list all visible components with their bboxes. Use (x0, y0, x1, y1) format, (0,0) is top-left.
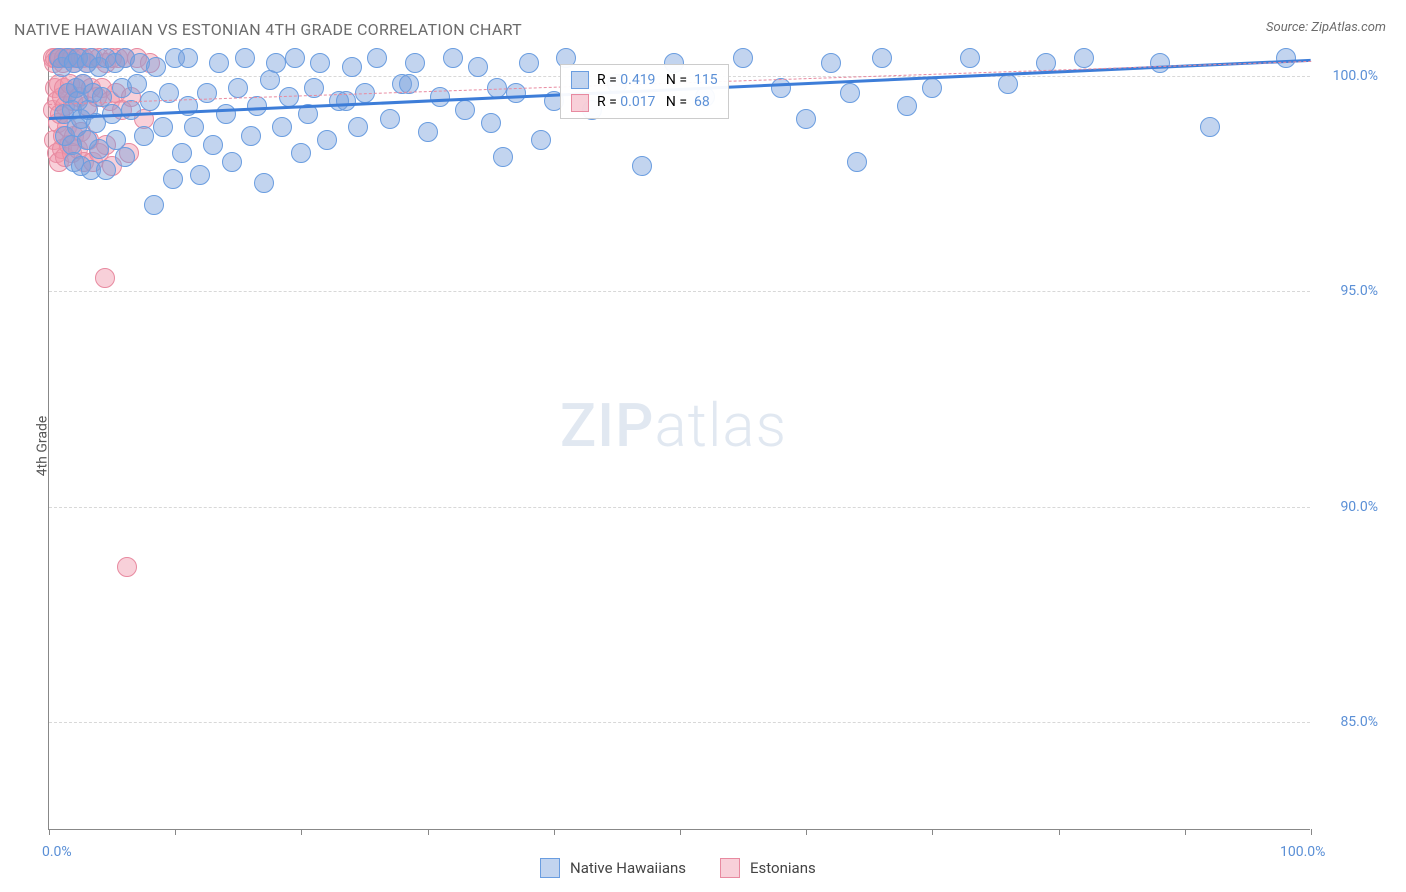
y-tick-label: 90.0% (1318, 499, 1378, 515)
x-tick (428, 829, 429, 835)
scatter-point (733, 48, 753, 68)
scatter-point (216, 104, 236, 124)
scatter-point (127, 74, 147, 94)
x-tick (680, 829, 681, 835)
scatter-point (348, 117, 368, 137)
scatter-point (922, 78, 942, 98)
scatter-point (531, 130, 551, 150)
x-tick (1059, 829, 1060, 835)
scatter-point (203, 135, 223, 155)
legend-swatch (571, 71, 589, 89)
scatter-point (847, 152, 867, 172)
scatter-point (872, 48, 892, 68)
scatter-point (998, 74, 1018, 94)
scatter-point (209, 53, 229, 73)
x-tick (301, 829, 302, 835)
scatter-point (241, 126, 261, 146)
scatter-point (163, 169, 183, 189)
scatter-point (172, 143, 192, 163)
x-tick (175, 829, 176, 835)
plot-area: 85.0%90.0%95.0%100.0% (48, 54, 1310, 830)
scatter-point (796, 109, 816, 129)
x-tick (1311, 829, 1312, 835)
scatter-point (632, 156, 652, 176)
y-tick-label: 85.0% (1318, 714, 1378, 730)
legend-label: Estonians (750, 859, 816, 877)
scatter-point (468, 57, 488, 77)
scatter-point (418, 122, 438, 142)
scatter-point (506, 83, 526, 103)
legend-swatch (571, 94, 589, 112)
scatter-point (317, 130, 337, 150)
legend-text: R = 0.017 N = 68 (597, 91, 710, 113)
x-tick (1185, 829, 1186, 835)
scatter-point (1150, 53, 1170, 73)
scatter-point (493, 147, 513, 167)
scatter-point (272, 117, 292, 137)
legend-swatch (540, 858, 560, 878)
scatter-point (443, 48, 463, 68)
scatter-point (254, 173, 274, 193)
x-tick (49, 829, 50, 835)
legend-label: Native Hawaiians (570, 859, 686, 877)
scatter-point (1200, 117, 1220, 137)
x-axis-min-label: 0.0% (42, 844, 72, 860)
scatter-point (310, 53, 330, 73)
scatter-point (178, 48, 198, 68)
scatter-point (519, 53, 539, 73)
scatter-point (115, 147, 135, 167)
scatter-point (134, 126, 154, 146)
gridline (49, 291, 1310, 292)
stats-legend: R = 0.419 N = 115R = 0.017 N = 68 (560, 64, 729, 119)
scatter-point (146, 57, 166, 77)
legend-swatch (720, 858, 740, 878)
scatter-point (95, 268, 115, 288)
scatter-point (235, 48, 255, 68)
scatter-point (260, 70, 280, 90)
y-tick-label: 95.0% (1318, 283, 1378, 299)
gridline (49, 722, 1310, 723)
scatter-point (771, 78, 791, 98)
scatter-point (184, 117, 204, 137)
scatter-point (481, 113, 501, 133)
gridline (49, 507, 1310, 508)
scatter-point (247, 96, 267, 116)
scatter-point (190, 165, 210, 185)
scatter-point (222, 152, 242, 172)
y-tick-label: 100.0% (1318, 68, 1378, 84)
x-axis-max-label: 100.0% (1280, 844, 1325, 860)
scatter-point (228, 78, 248, 98)
chart-title: NATIVE HAWAIIAN VS ESTONIAN 4TH GRADE CO… (14, 20, 522, 39)
scatter-point (380, 109, 400, 129)
stats-legend-row: R = 0.419 N = 115 (571, 69, 718, 91)
scatter-point (121, 100, 141, 120)
scatter-point (455, 100, 475, 120)
scatter-point (279, 87, 299, 107)
stats-legend-row: R = 0.017 N = 68 (571, 91, 718, 113)
bottom-legend: Native Hawaiians Estonians (540, 858, 840, 878)
scatter-point (285, 48, 305, 68)
x-tick (932, 829, 933, 835)
scatter-point (342, 57, 362, 77)
x-tick (806, 829, 807, 835)
scatter-point (291, 143, 311, 163)
x-tick (554, 829, 555, 835)
source-attribution: Source: ZipAtlas.com (1266, 20, 1386, 35)
scatter-point (840, 83, 860, 103)
scatter-point (960, 48, 980, 68)
legend-text: R = 0.419 N = 115 (597, 69, 718, 91)
scatter-point (1074, 48, 1094, 68)
scatter-point (821, 53, 841, 73)
scatter-point (367, 48, 387, 68)
scatter-point (117, 557, 137, 577)
scatter-point (96, 160, 116, 180)
scatter-point (897, 96, 917, 116)
scatter-point (1276, 48, 1296, 68)
scatter-point (144, 195, 164, 215)
scatter-point (405, 53, 425, 73)
scatter-point (266, 53, 286, 73)
scatter-point (153, 117, 173, 137)
